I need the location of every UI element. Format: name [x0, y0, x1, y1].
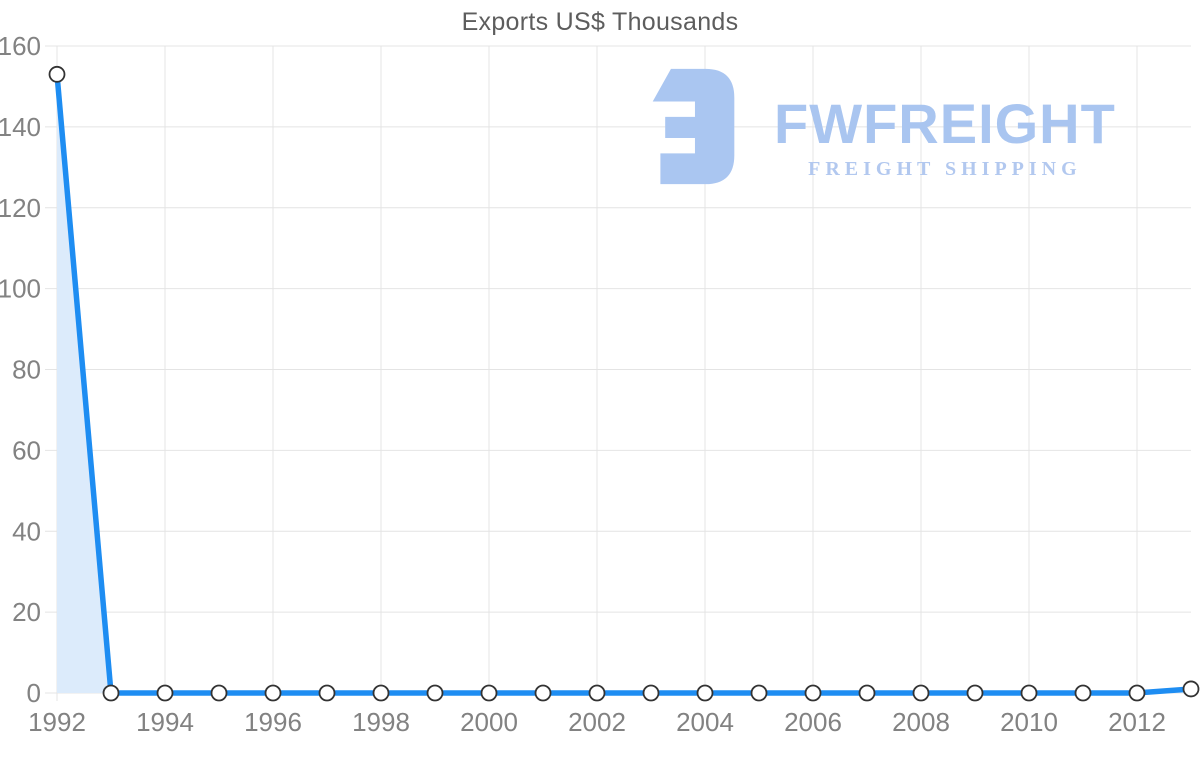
x-tick-label: 2010	[1000, 707, 1058, 737]
data-point-marker[interactable]	[264, 684, 282, 702]
data-point-marker[interactable]	[1182, 680, 1200, 698]
x-tick-label: 2006	[784, 707, 842, 737]
x-tick-label: 2004	[676, 707, 734, 737]
x-tick-label: 1992	[28, 707, 86, 737]
data-point-marker[interactable]	[966, 684, 984, 702]
x-tick-label: 1994	[136, 707, 194, 737]
y-tick-label: 60	[12, 435, 41, 465]
data-point-marker[interactable]	[1128, 684, 1146, 702]
data-point-marker[interactable]	[588, 684, 606, 702]
x-tick-label: 1998	[352, 707, 410, 737]
data-point-marker[interactable]	[804, 684, 822, 702]
y-tick-label: 20	[12, 597, 41, 627]
data-point-marker[interactable]	[858, 684, 876, 702]
y-tick-label: 160	[0, 31, 41, 61]
data-point-marker[interactable]	[1020, 684, 1038, 702]
x-tick-label: 2008	[892, 707, 950, 737]
x-tick-label: 1996	[244, 707, 302, 737]
y-tick-label: 100	[0, 274, 41, 304]
x-tick-label: 2002	[568, 707, 626, 737]
chart-title: Exports US$ Thousands	[461, 8, 739, 36]
y-tick-label: 140	[0, 112, 41, 142]
x-tick-label: 2000	[460, 707, 518, 737]
y-tick-label: 120	[0, 193, 41, 223]
data-point-marker[interactable]	[480, 684, 498, 702]
data-point-marker[interactable]	[696, 684, 714, 702]
data-point-marker[interactable]	[1074, 684, 1092, 702]
y-tick-label: 0	[27, 678, 41, 708]
data-point-marker[interactable]	[210, 684, 228, 702]
data-point-marker[interactable]	[912, 684, 930, 702]
data-point-marker[interactable]	[534, 684, 552, 702]
data-point-marker[interactable]	[156, 684, 174, 702]
area-fill	[57, 74, 1191, 693]
y-tick-label: 80	[12, 355, 41, 385]
data-point-marker[interactable]	[750, 684, 768, 702]
x-tick-label: 2012	[1108, 707, 1166, 737]
data-point-marker[interactable]	[318, 684, 336, 702]
data-point-marker[interactable]	[426, 684, 444, 702]
y-tick-label: 40	[12, 516, 41, 546]
data-point-marker[interactable]	[372, 684, 390, 702]
data-point-marker[interactable]	[102, 684, 120, 702]
series-line	[54, 71, 1194, 696]
data-point-marker[interactable]	[642, 684, 660, 702]
data-point-marker[interactable]	[48, 65, 66, 83]
